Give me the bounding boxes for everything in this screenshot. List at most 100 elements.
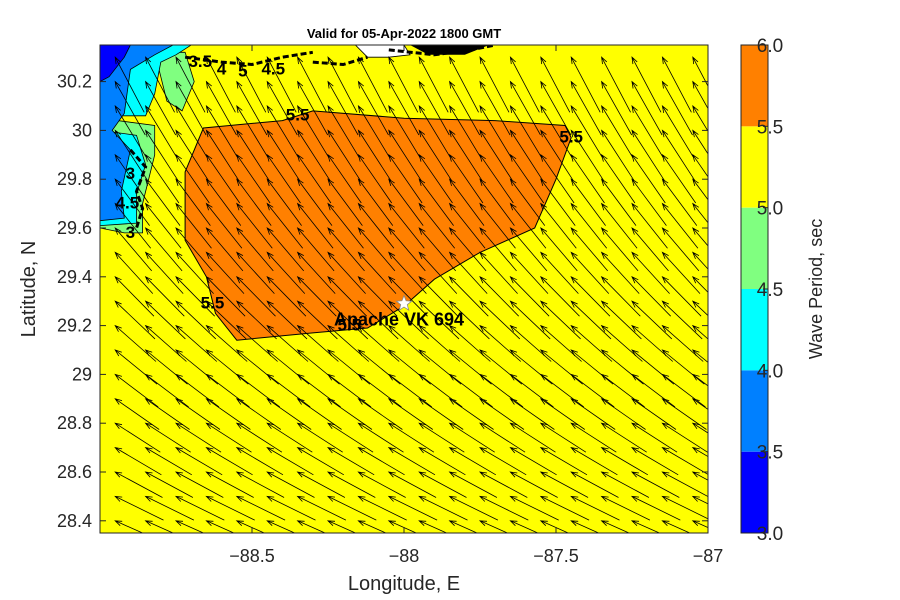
wave-arrow bbox=[448, 178, 485, 226]
wave-arrow bbox=[448, 422, 495, 453]
wave-arrow bbox=[144, 349, 188, 385]
wave-arrow bbox=[114, 251, 154, 294]
wave-arrow bbox=[570, 105, 603, 158]
region-5-5-6-0 bbox=[184, 110, 572, 341]
wave-arrow bbox=[418, 422, 465, 453]
wave-arrow bbox=[114, 129, 148, 181]
wave-arrow bbox=[448, 447, 497, 476]
wave-arrow bbox=[509, 80, 541, 136]
wave-arrow bbox=[236, 202, 273, 249]
wave-arrow bbox=[175, 422, 222, 453]
wave-arrow bbox=[144, 153, 180, 204]
wave-arrow bbox=[601, 56, 631, 113]
colorbar-swatch bbox=[741, 207, 768, 289]
contour-label: 3 bbox=[126, 164, 135, 183]
wave-arrow bbox=[479, 300, 521, 340]
wave-arrow bbox=[509, 373, 554, 408]
y-tick-label: 29 bbox=[72, 364, 92, 384]
wave-arrow bbox=[448, 227, 487, 272]
y-tick-label: 29.8 bbox=[57, 169, 92, 189]
wave-arrow bbox=[600, 349, 644, 385]
wave-arrow bbox=[479, 275, 519, 317]
wave-arrow bbox=[448, 520, 478, 533]
wave-arrow bbox=[600, 251, 640, 294]
wave-arrow bbox=[691, 447, 708, 458]
wave-arrow bbox=[114, 56, 145, 113]
wave-arrow bbox=[600, 153, 636, 204]
wave-arrow bbox=[175, 373, 220, 408]
wave-arrow bbox=[387, 349, 431, 385]
wave-arrow bbox=[114, 105, 147, 158]
wave-arrow bbox=[539, 447, 588, 476]
wave-arrow bbox=[296, 422, 343, 453]
wave-arrow bbox=[387, 275, 428, 317]
wave-arrow bbox=[144, 373, 189, 408]
wave-arrow bbox=[661, 471, 708, 498]
wave-arrow bbox=[175, 129, 209, 181]
contour-label: 5.5 bbox=[559, 128, 583, 147]
wave-arrow bbox=[114, 373, 159, 408]
y-tick-label: 28.4 bbox=[57, 511, 92, 531]
wave-arrow bbox=[479, 202, 516, 249]
wave-arrow bbox=[509, 251, 549, 294]
wave-arrow bbox=[540, 227, 578, 272]
wave-arrow bbox=[479, 251, 518, 294]
wave-arrow bbox=[661, 56, 692, 113]
colorbar-tick-label: 5.5 bbox=[757, 117, 783, 138]
colorbar-swatch bbox=[741, 45, 768, 127]
wave-arrow bbox=[387, 422, 435, 453]
wave-arrow bbox=[114, 520, 144, 533]
wave-arrow bbox=[175, 251, 214, 294]
wave-arrow bbox=[600, 447, 649, 476]
wave-arrow bbox=[114, 80, 146, 136]
wave-arrow bbox=[144, 202, 182, 249]
coastline bbox=[129, 45, 496, 229]
wave-arrow bbox=[631, 129, 665, 181]
wave-arrow bbox=[691, 349, 708, 363]
colorbar-swatch bbox=[741, 451, 768, 533]
wave-arrow bbox=[144, 129, 179, 181]
wave-arrow bbox=[144, 251, 184, 294]
wave-arrow bbox=[418, 471, 467, 498]
wave-arrow bbox=[691, 398, 708, 410]
wave-arrow bbox=[692, 227, 708, 247]
wave-arrow bbox=[296, 300, 338, 340]
wave-arrow bbox=[570, 251, 610, 294]
wave-arrow bbox=[357, 447, 405, 476]
station-marker-group: Apache VK 694 bbox=[334, 294, 464, 330]
wave-arrow bbox=[114, 275, 155, 317]
wave-arrow bbox=[205, 251, 245, 294]
wave-arrow bbox=[297, 56, 327, 113]
wave-arrow bbox=[236, 153, 271, 204]
wave-arrow bbox=[448, 202, 486, 249]
wave-arrow bbox=[449, 105, 482, 158]
wave-arrow bbox=[387, 300, 429, 340]
wave-arrow bbox=[114, 349, 158, 385]
wave-arrow bbox=[387, 495, 438, 521]
wave-arrow bbox=[418, 349, 462, 385]
wave-arrow bbox=[509, 471, 558, 498]
station-star-icon[interactable] bbox=[395, 294, 413, 311]
wave-arrow bbox=[692, 178, 708, 201]
wave-arrow bbox=[145, 105, 178, 158]
wave-arrow bbox=[691, 471, 708, 481]
colorbar-swatch bbox=[741, 126, 768, 208]
contour-label: 3 bbox=[126, 223, 135, 242]
colorbar-label: Wave Period, sec bbox=[806, 219, 826, 359]
wave-arrow bbox=[205, 129, 240, 181]
wave-arrow bbox=[600, 275, 641, 317]
wave-arrow bbox=[266, 349, 310, 385]
wave-arrow bbox=[478, 447, 527, 476]
wave-arrow bbox=[631, 300, 673, 340]
wave-arrow bbox=[114, 447, 162, 476]
wave-arrow bbox=[326, 495, 377, 521]
wave-arrow bbox=[691, 495, 708, 505]
wave-arrow bbox=[692, 105, 708, 132]
wave-arrow bbox=[175, 56, 206, 113]
wave-arrow bbox=[266, 275, 307, 317]
wave-arrow bbox=[448, 471, 498, 498]
wave-arrow bbox=[418, 56, 449, 113]
wave-arrow bbox=[145, 56, 175, 113]
wave-arrow bbox=[631, 202, 668, 249]
wave-arrow bbox=[479, 105, 512, 158]
